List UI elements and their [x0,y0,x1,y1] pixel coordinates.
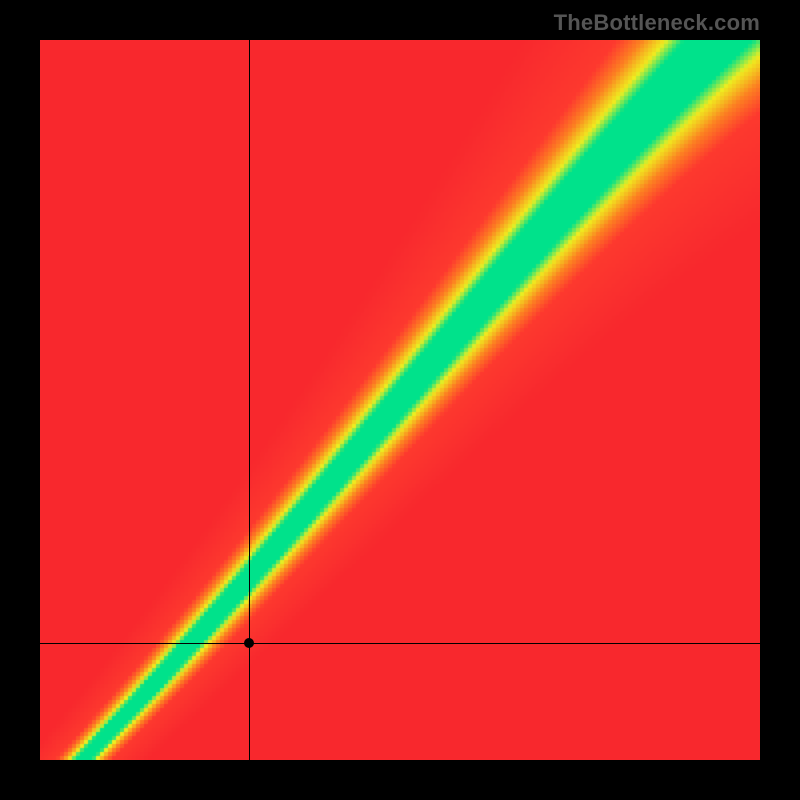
frame: TheBottleneck.com [0,0,800,800]
watermark-text: TheBottleneck.com [554,10,760,36]
heatmap-canvas [40,40,760,760]
plot-area [40,40,760,760]
